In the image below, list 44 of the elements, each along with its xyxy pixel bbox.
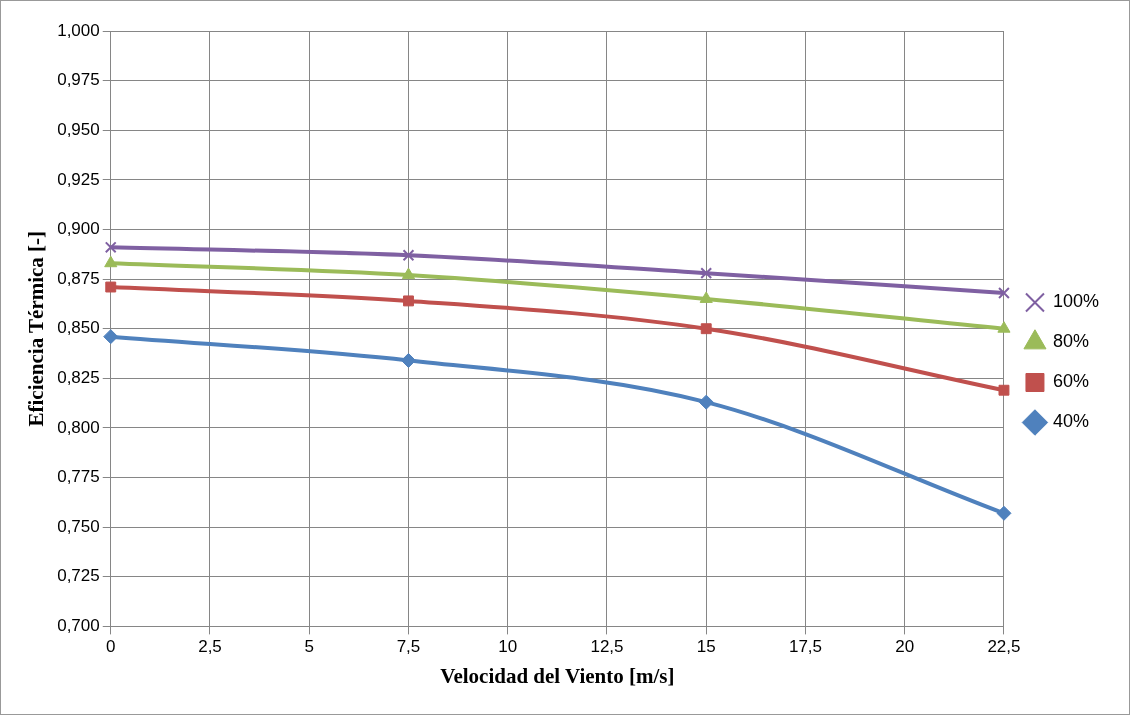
y-tick-label: 0,725 bbox=[57, 566, 100, 586]
point bbox=[996, 505, 1012, 521]
y-tick-label: 0,750 bbox=[57, 516, 100, 536]
y-tick-label: 0,700 bbox=[57, 616, 100, 636]
x-tick-label: 7,5 bbox=[396, 637, 421, 657]
y-tick-label: 0,800 bbox=[57, 417, 100, 437]
y-tick-label: 0,900 bbox=[57, 219, 100, 239]
legend-label: 60% bbox=[1052, 371, 1089, 392]
x-tick-label: 5 bbox=[304, 637, 314, 657]
x-axis-title: Velocidad del Viento [m/s] bbox=[440, 663, 675, 688]
x-tick-label: 17,5 bbox=[788, 637, 823, 657]
y-axis-title: Eficiencia Térmica [-] bbox=[24, 230, 49, 427]
legend-label: 100% bbox=[1052, 291, 1100, 312]
y-tick-label: 1,000 bbox=[57, 20, 100, 40]
point bbox=[400, 352, 416, 368]
point bbox=[700, 267, 713, 280]
x-tick-label: 15 bbox=[696, 637, 716, 657]
y-tick-label: 0,950 bbox=[57, 119, 100, 139]
point bbox=[998, 287, 1010, 299]
point bbox=[997, 321, 1011, 333]
y-tick-label: 0,975 bbox=[57, 70, 100, 90]
point bbox=[998, 384, 1010, 396]
x-tick-label: 22,5 bbox=[987, 637, 1021, 657]
y-tick-label: 0,825 bbox=[57, 368, 100, 387]
point bbox=[698, 394, 714, 410]
point bbox=[104, 241, 117, 254]
y-tick-label: 0,850 bbox=[57, 318, 100, 338]
x-tick-label: 20 bbox=[895, 637, 915, 657]
x-tick-label: 12,5 bbox=[590, 637, 624, 657]
x-tick-label: 10 bbox=[498, 637, 518, 657]
x-tick-label: 2,5 bbox=[198, 637, 222, 657]
legend-label: 40% bbox=[1052, 411, 1089, 432]
y-tick-label: 0,875 bbox=[57, 268, 100, 288]
point bbox=[104, 255, 118, 268]
point bbox=[103, 329, 119, 345]
point bbox=[699, 291, 713, 303]
y-tick-label: 0,775 bbox=[57, 467, 100, 487]
point bbox=[402, 249, 415, 262]
point bbox=[700, 323, 712, 335]
legend-label: 80% bbox=[1052, 331, 1089, 352]
x-tick-label: 0 bbox=[106, 637, 116, 657]
point bbox=[401, 267, 416, 280]
y-tick-label: 0,925 bbox=[57, 169, 100, 189]
point bbox=[403, 295, 414, 307]
